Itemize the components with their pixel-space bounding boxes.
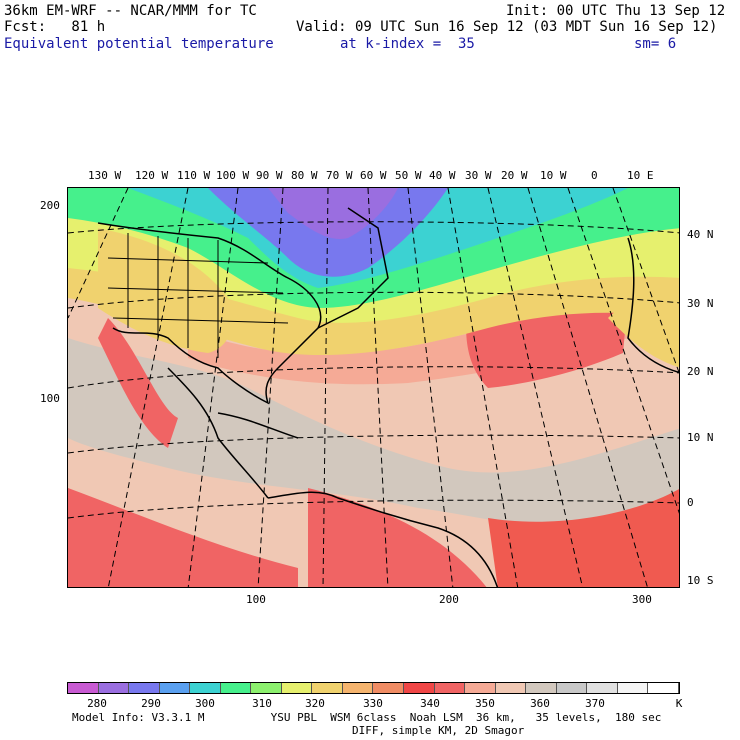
lat-label: 10 N	[687, 431, 714, 444]
lat-label: 30 N	[687, 297, 714, 310]
colorbar-swatch	[373, 683, 405, 693]
south-america-field	[308, 488, 487, 587]
lat-label: 0	[687, 496, 694, 509]
colorbar-swatch	[587, 683, 618, 693]
colorbar-swatch	[129, 683, 160, 693]
colorbar-label: 320	[305, 697, 325, 710]
colorbar-swatch	[465, 683, 496, 693]
lat-label: 40 N	[687, 228, 714, 241]
south-atlantic-field	[488, 489, 679, 587]
lon-label: 80 W	[291, 169, 318, 182]
lon-label: 10 W	[540, 169, 567, 182]
colorbar-label: 350	[475, 697, 495, 710]
lon-label: 0	[591, 169, 598, 182]
colorbar-label: 310	[252, 697, 272, 710]
grid-y-label: 200	[40, 199, 60, 212]
model-title: 36km EM-WRF -- NCAR/MMM for TC	[4, 3, 257, 19]
colorbar-swatch	[404, 683, 435, 693]
colorbar-swatch	[251, 683, 282, 693]
lon-label: 120 W	[135, 169, 169, 182]
grid-x-label: 200	[439, 593, 459, 606]
colorbar	[67, 682, 680, 694]
colorbar-swatch	[495, 683, 527, 693]
colorbar-swatch	[220, 683, 252, 693]
valid-time: Valid: 09 UTC Sun 16 Sep 12 (03 MDT Sun …	[296, 19, 718, 35]
cold-core-inner-field	[268, 188, 398, 239]
k-index-label: at k-index = 35	[340, 36, 475, 52]
colorbar-swatch	[617, 683, 649, 693]
lon-label: 110 W	[177, 169, 211, 182]
coastlines	[97, 207, 679, 587]
field-name: Equivalent potential temperature	[4, 36, 274, 52]
colorbar-swatch	[342, 683, 374, 693]
colorbar-label: 340	[420, 697, 440, 710]
colorbar-label: 300	[195, 697, 215, 710]
colorbar-swatch	[312, 683, 343, 693]
colorbar-swatch	[68, 683, 99, 693]
lon-label: 50 W	[395, 169, 422, 182]
lat-label: 20 N	[687, 365, 714, 378]
colorbar-swatch	[98, 683, 130, 693]
colorbar-label: 360	[530, 697, 550, 710]
colorbar-label: 370	[585, 697, 605, 710]
colorbar-label: 290	[141, 697, 161, 710]
colorbar-swatch	[190, 683, 221, 693]
lat-label: 10 S	[687, 574, 714, 587]
us-yellow-field	[98, 228, 232, 353]
colorbar-swatch	[648, 683, 679, 693]
grid-x-label: 100	[246, 593, 266, 606]
lon-label: 90 W	[256, 169, 283, 182]
grid-y-label: 100	[40, 392, 60, 405]
south-band-field	[68, 488, 298, 587]
model-info: Model Info: V3.3.1 M YSU PBL WSM 6class …	[72, 711, 662, 724]
lon-label: 30 W	[465, 169, 492, 182]
equivalent-potential-temperature-map	[67, 187, 680, 588]
state-lines	[107, 233, 289, 358]
lon-label: 40 W	[429, 169, 456, 182]
smoothing-label: sm= 6	[634, 36, 677, 52]
colorbar-label: 280	[87, 697, 107, 710]
lon-label: 70 W	[326, 169, 353, 182]
colorbar-unit-label: K	[675, 697, 683, 710]
colorbar-swatch	[434, 683, 466, 693]
grid-x-label: 300	[632, 593, 652, 606]
init-time: Init: 00 UTC Thu 13 Sep 12	[506, 3, 726, 19]
forecast-hour: Fcst: 81 h	[4, 19, 106, 35]
colorbar-swatch	[159, 683, 191, 693]
lon-label: 20 W	[501, 169, 528, 182]
lon-label: 10 E	[627, 169, 654, 182]
colorbar-swatch	[556, 683, 588, 693]
colorbar-swatch	[281, 683, 313, 693]
colorbar-swatch	[526, 683, 557, 693]
model-info-line2: DIFF, simple KM, 2D Smagor	[352, 724, 525, 737]
lon-label: 130 W	[88, 169, 122, 182]
tropical-band-field	[68, 338, 679, 531]
africa-field	[608, 288, 679, 368]
colorbar-label: 330	[363, 697, 383, 710]
lon-label: 100 W	[216, 169, 250, 182]
lon-label: 60 W	[360, 169, 387, 182]
map-canvas	[68, 188, 679, 587]
mexico-field	[98, 318, 178, 448]
